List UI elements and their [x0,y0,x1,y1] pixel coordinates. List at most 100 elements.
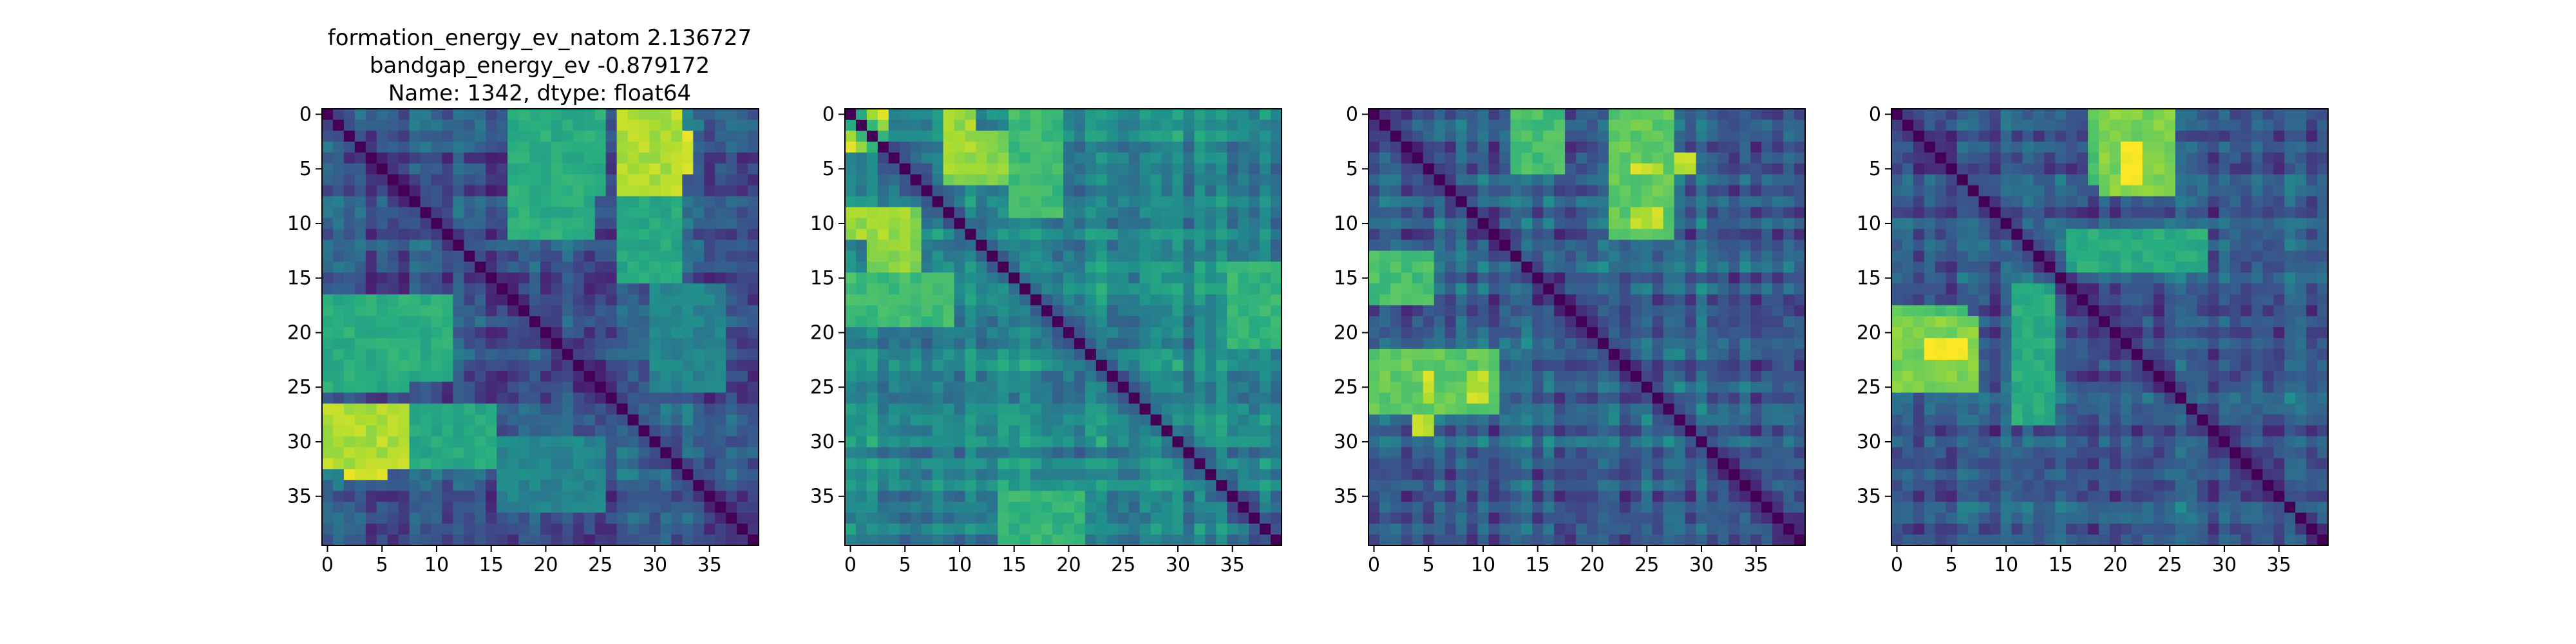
heatmap-cell [627,469,639,480]
heatmap-cell [605,469,618,480]
heatmap-cell [671,491,683,502]
heatmap-cell [855,513,867,524]
heatmap-cell [1477,381,1490,393]
heatmap-cell [1739,436,1751,448]
heatmap-cell [365,447,377,459]
heatmap-cell [1718,152,1729,164]
heatmap-cell [877,196,889,208]
heatmap-cell [682,130,694,142]
heatmap-cell [715,174,726,186]
heatmap-cell [1216,458,1227,469]
heatmap-cell [866,174,878,186]
heatmap-cell [1728,414,1740,426]
heatmap-cell [551,469,563,480]
heatmap-cell [1074,327,1086,339]
heatmap-cell [365,119,377,131]
heatmap-cell [943,381,955,393]
heatmap-cell [1543,524,1555,535]
heatmap-cell [1379,535,1391,546]
heatmap-cell [845,218,857,230]
heatmap-cell [594,513,607,524]
heatmap-cell [529,392,541,404]
heatmap-cell [1216,130,1227,142]
heatmap-cell [1161,480,1173,491]
heatmap-cell [715,337,726,350]
heatmap-cell [726,109,737,120]
heatmap-cell [1488,458,1500,469]
heatmap-cell [1041,513,1053,524]
title-line-3: Name: 1342, dtype: float64 [388,80,691,106]
heatmap-cell [693,425,705,437]
heatmap-cell [398,294,410,306]
heatmap-cell [704,348,715,361]
heatmap-cell [1739,425,1751,437]
heatmap-cell [1488,294,1500,306]
heatmap-cell [888,251,900,262]
heatmap-cell [529,196,541,208]
heatmap-cell [1128,119,1141,131]
heatmap-cell [1663,403,1675,415]
heatmap-cell [866,327,878,339]
heatmap-cell [1227,447,1238,459]
heatmap-cell [1205,425,1217,437]
heatmap-cell [1368,425,1380,437]
heatmap-cell [409,251,421,262]
heatmap-cell [1761,447,1773,459]
heatmap-cell [1194,229,1206,240]
x-tick-label: 30 [1689,554,1714,576]
heatmap-cell [627,272,639,284]
heatmap-cell [866,359,878,372]
heatmap-cell [1641,381,1653,393]
heatmap-cell [1674,196,1686,208]
heatmap-cell [660,163,672,175]
heatmap-cell [1412,283,1424,295]
heatmap-cell [1532,436,1544,448]
heatmap-cell [409,447,421,459]
heatmap-cell [932,218,944,230]
heatmap-cell [1106,185,1119,197]
heatmap-cell [365,316,377,328]
heatmap-cell [1696,229,1708,240]
heatmap-cell [1205,513,1217,524]
heatmap-cell [1565,425,1577,437]
heatmap-cell [605,480,618,491]
heatmap-cell [932,196,944,208]
heatmap-cell [1455,174,1468,186]
heatmap-cell [1739,196,1751,208]
heatmap-cell [1641,414,1653,426]
heatmap-cell [1543,185,1555,197]
heatmap-cell [1150,348,1162,361]
heatmap-cell [322,513,334,524]
heatmap-cell [1696,251,1708,262]
heatmap-cell [1216,305,1227,317]
heatmap-cell [1587,502,1598,513]
heatmap-cell [748,109,759,120]
heatmap-cell [475,491,486,502]
heatmap-cell [1761,272,1773,284]
heatmap-cell [1084,524,1097,535]
heatmap-cell [855,425,867,437]
heatmap-cell [1510,436,1522,448]
heatmap-cell [605,458,618,469]
heatmap-cell [1030,174,1042,186]
heatmap-cell [1412,436,1424,448]
heatmap-cell [365,337,377,350]
heatmap-cell [1576,185,1587,197]
heatmap-cell [507,425,519,437]
heatmap-cell [976,392,987,404]
heatmap-cell [354,502,366,513]
heatmap-cell [442,261,453,273]
heatmap-cell [1477,469,1490,480]
y-tick-label: 15 [1334,267,1358,290]
heatmap-cell [976,502,987,513]
heatmap-cell [529,513,541,524]
heatmap-cell [605,491,618,502]
heatmap-cell [453,283,464,295]
heatmap-cell [1685,141,1697,153]
heatmap-cell [1696,174,1708,186]
heatmap-cell [1587,480,1598,491]
heatmap-cell [715,414,726,426]
heatmap-cell [1271,240,1282,251]
heatmap-cell [442,305,453,317]
heatmap-cell [1587,327,1598,339]
